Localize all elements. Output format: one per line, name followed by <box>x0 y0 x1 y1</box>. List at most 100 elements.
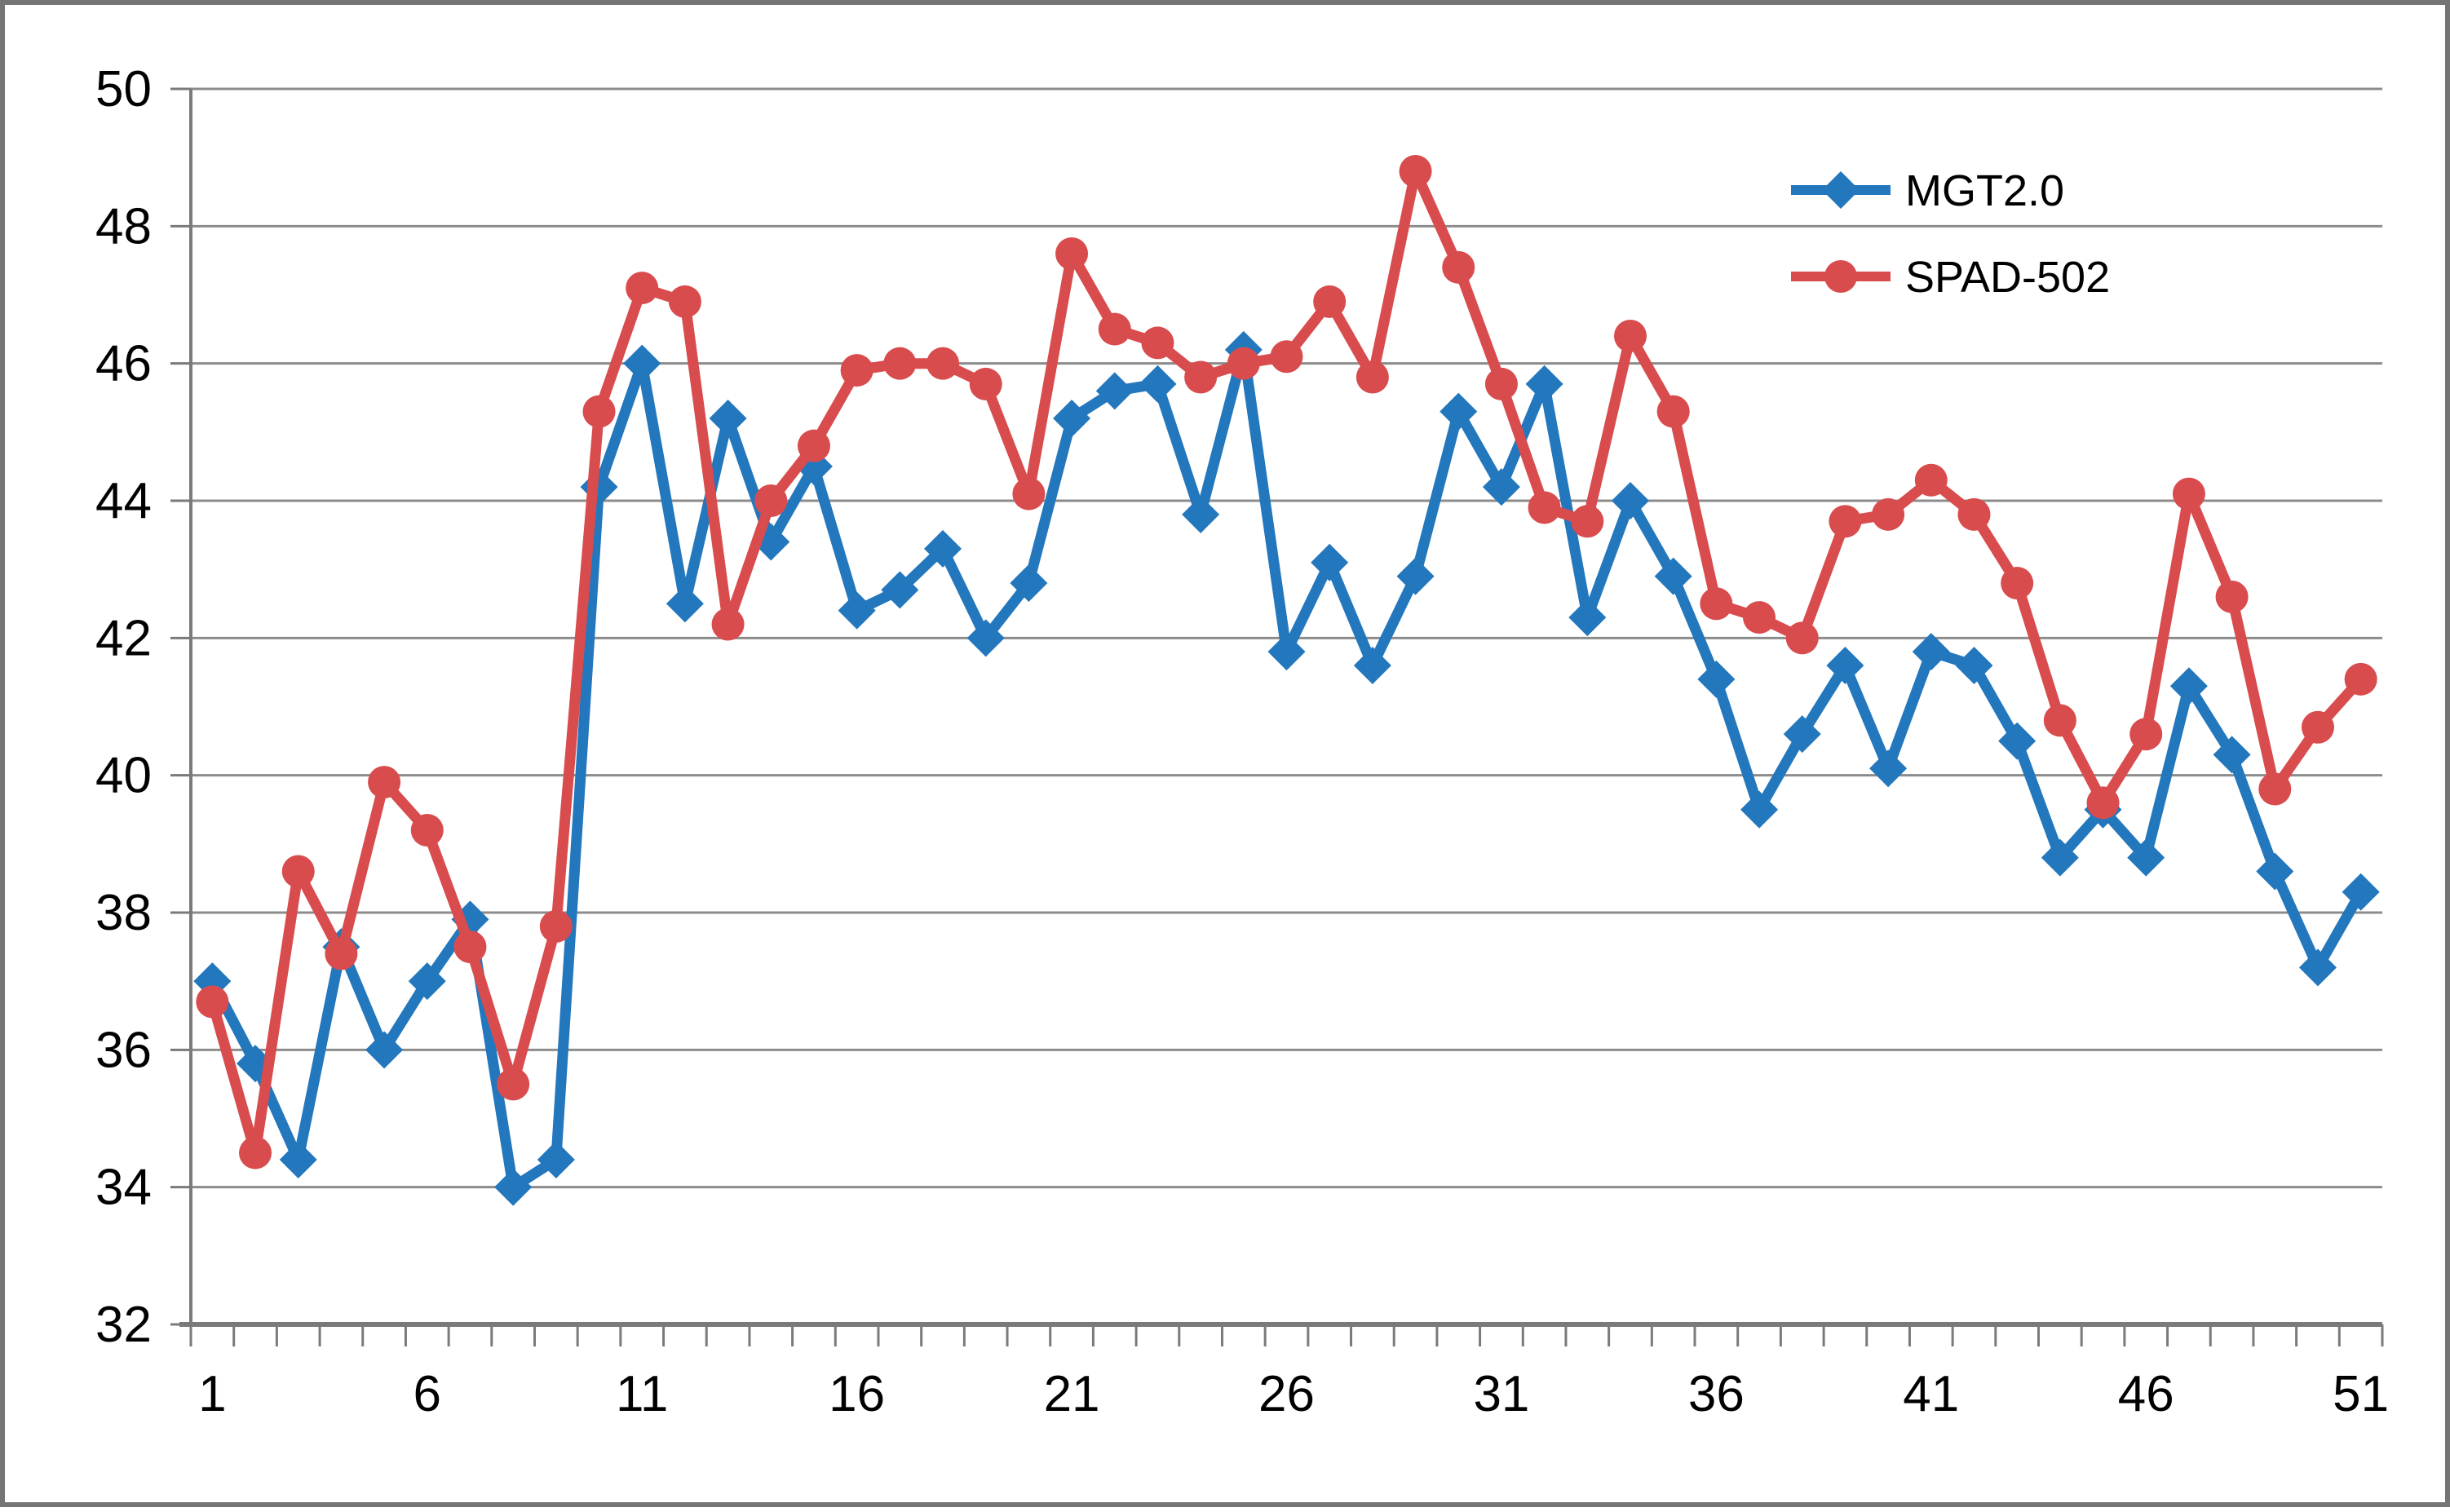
data-point-spad502 <box>453 931 487 964</box>
data-point-mgt20 <box>1525 365 1563 403</box>
data-point-spad502 <box>840 354 873 387</box>
data-point-spad502 <box>1914 463 1948 497</box>
data-point-spad502 <box>883 347 917 380</box>
data-point-mgt20 <box>666 585 704 623</box>
x-tick-label: 6 <box>413 1366 441 1422</box>
x-tick-label: 31 <box>1473 1366 1529 1422</box>
data-point-spad502 <box>2001 567 2034 599</box>
y-tick-label: 34 <box>95 1160 152 1216</box>
data-point-mgt20 <box>1568 599 1607 637</box>
x-tick-label: 51 <box>2333 1366 2389 1422</box>
data-point-spad502 <box>196 985 229 1019</box>
data-point-spad502 <box>2258 772 2292 806</box>
data-point-spad502 <box>1656 395 1690 428</box>
x-tick-label: 36 <box>1688 1366 1745 1422</box>
data-point-mgt20 <box>1482 468 1520 506</box>
data-point-mgt20 <box>1139 365 1177 403</box>
data-point-spad502 <box>1184 360 1218 394</box>
data-point-mgt20 <box>1095 372 1134 410</box>
data-point-mgt20 <box>2342 873 2380 911</box>
data-point-mgt20 <box>2041 838 2079 877</box>
data-point-spad502 <box>281 855 315 888</box>
data-point-mgt20 <box>1783 715 1821 754</box>
y-tick-label: 46 <box>95 336 152 392</box>
data-point-spad502 <box>969 367 1002 400</box>
data-point-mgt20 <box>2213 736 2251 774</box>
y-tick-label: 32 <box>95 1297 152 1353</box>
data-point-spad502 <box>1227 347 1260 380</box>
data-point-spad502 <box>1571 505 1604 538</box>
data-point-mgt20 <box>709 400 747 437</box>
data-point-spad502 <box>1355 360 1389 394</box>
legend-label: SPAD-502 <box>1905 253 2110 302</box>
data-point-mgt20 <box>924 529 962 568</box>
data-point-mgt20 <box>2169 667 2208 705</box>
data-point-mgt20 <box>1396 557 1435 595</box>
y-tick-label: 36 <box>95 1022 152 1078</box>
data-point-spad502 <box>1012 477 1046 511</box>
data-point-mgt20 <box>966 619 1005 657</box>
legend-diamond-marker-icon <box>1822 171 1860 209</box>
y-tick-label: 48 <box>95 198 152 254</box>
data-point-mgt20 <box>881 571 919 609</box>
data-point-spad502 <box>1872 497 1905 531</box>
data-point-mgt20 <box>279 1141 317 1178</box>
x-tick-label: 21 <box>1044 1366 1100 1422</box>
data-point-mgt20 <box>408 962 446 1001</box>
data-point-mgt20 <box>365 1031 404 1069</box>
y-tick-label: 42 <box>95 610 152 666</box>
x-tick-label: 1 <box>198 1366 226 1422</box>
data-point-spad502 <box>1785 621 1819 655</box>
data-point-spad502 <box>1055 237 1089 270</box>
data-point-mgt20 <box>537 1141 575 1178</box>
data-point-mgt20 <box>1311 543 1349 581</box>
data-point-mgt20 <box>1955 647 1993 684</box>
data-point-mgt20 <box>1826 647 1864 684</box>
data-point-spad502 <box>1700 587 1733 621</box>
data-point-mgt20 <box>623 344 661 382</box>
data-point-spad502 <box>1613 320 1647 352</box>
data-point-mgt20 <box>1654 557 1692 595</box>
data-point-spad502 <box>926 347 960 380</box>
legend-label: MGT2.0 <box>1905 166 2064 215</box>
legend-item-mgt20: MGT2.0 <box>1791 166 2064 215</box>
data-point-spad502 <box>1141 326 1174 360</box>
data-point-mgt20 <box>1611 482 1649 519</box>
data-point-mgt20 <box>1439 392 1478 431</box>
data-point-spad502 <box>368 766 401 799</box>
legend-circle-marker-icon <box>1824 260 1857 293</box>
data-point-spad502 <box>1098 312 1131 346</box>
data-point-mgt20 <box>1912 633 1950 671</box>
data-point-mgt20 <box>2298 948 2337 987</box>
data-point-spad502 <box>539 909 573 943</box>
data-point-mgt20 <box>1182 495 1220 533</box>
data-point-spad502 <box>582 395 616 428</box>
data-point-mgt20 <box>1010 564 1048 602</box>
data-point-spad502 <box>668 285 701 318</box>
data-point-spad502 <box>1484 367 1518 400</box>
data-point-spad502 <box>2172 477 2205 511</box>
data-point-spad502 <box>754 484 788 517</box>
data-point-mgt20 <box>1267 633 1306 671</box>
data-point-spad502 <box>497 1068 530 1101</box>
legend: MGT2.0 SPAD-502 <box>1791 166 2110 302</box>
x-tick-label: 46 <box>2118 1366 2174 1422</box>
data-point-spad502 <box>2301 710 2334 744</box>
data-point-mgt20 <box>838 591 876 630</box>
data-point-spad502 <box>1743 601 1776 634</box>
data-point-mgt20 <box>2127 838 2165 877</box>
data-point-spad502 <box>1313 285 1347 318</box>
data-point-mgt20 <box>494 1168 533 1206</box>
data-point-spad502 <box>626 272 659 305</box>
y-tick-label: 50 <box>95 61 152 117</box>
data-point-spad502 <box>711 608 745 641</box>
data-point-spad502 <box>2215 580 2249 613</box>
data-point-spad502 <box>1442 250 1475 284</box>
data-point-spad502 <box>325 937 358 970</box>
x-tick-label: 26 <box>1258 1366 1315 1422</box>
data-point-spad502 <box>2086 786 2120 820</box>
data-point-mgt20 <box>2256 852 2294 891</box>
data-point-spad502 <box>2043 704 2076 737</box>
data-point-spad502 <box>797 429 830 462</box>
y-tick-label: 44 <box>95 473 152 529</box>
